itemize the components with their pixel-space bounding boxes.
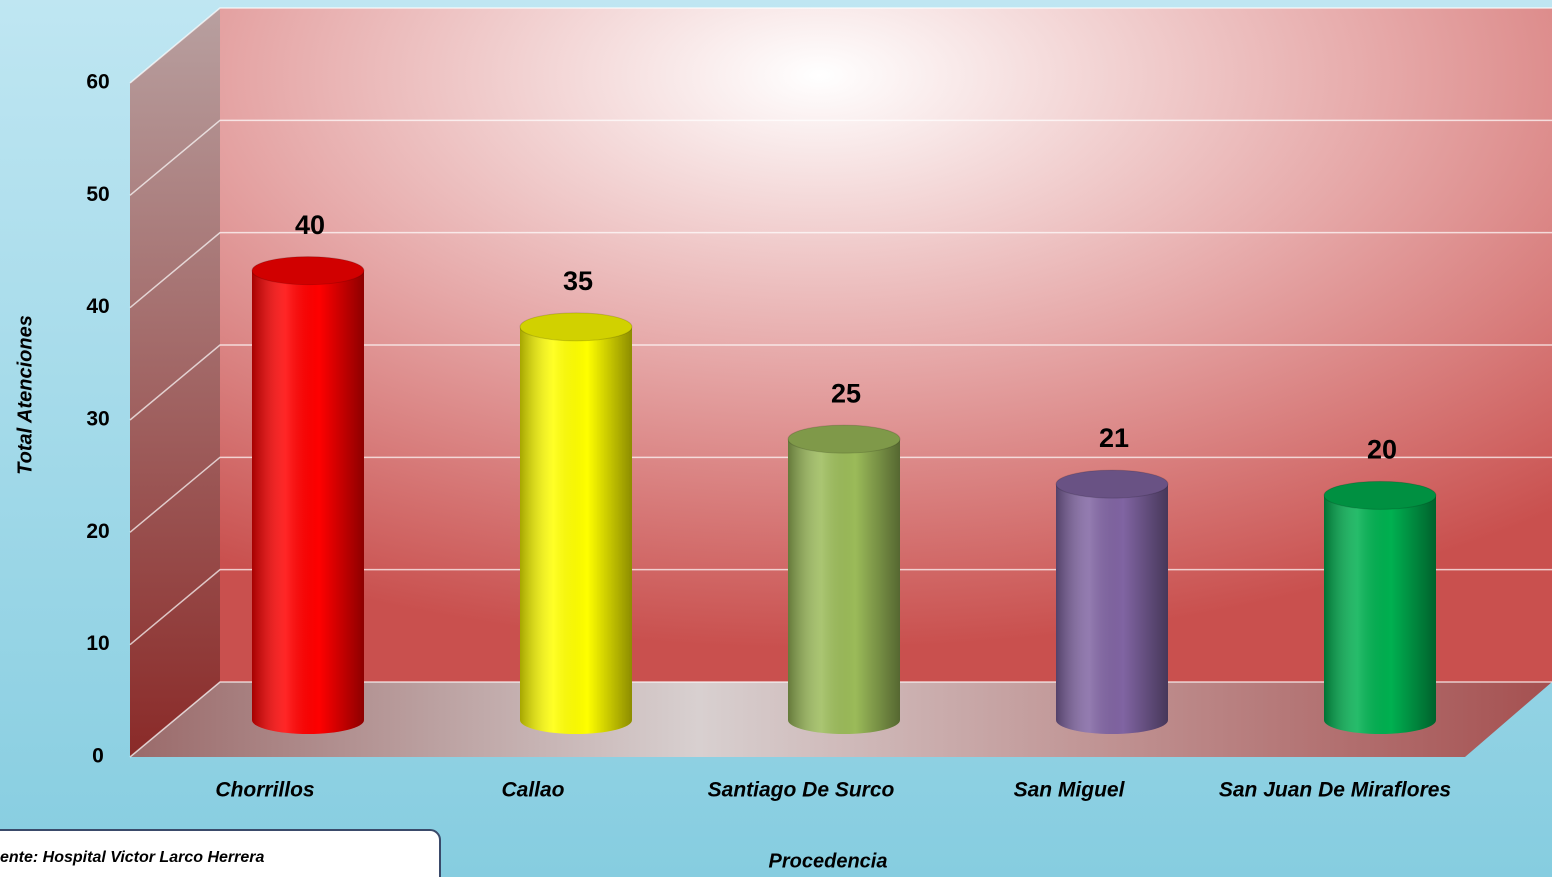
y-tick-label: 0 (92, 745, 104, 768)
bar-top (519, 312, 633, 342)
bar-shading (1056, 484, 1168, 734)
bars: 40 35 25 21 20 (251, 210, 1437, 734)
bar-top (251, 256, 365, 286)
y-tick-label: 30 (86, 408, 109, 431)
grid-line (129, 456, 1552, 533)
y-tick-label: 40 (86, 295, 109, 318)
data-label: 21 (1099, 423, 1129, 453)
bar-top-shade (1324, 481, 1436, 510)
y-axis-title: Total Atenciones (14, 315, 36, 475)
bar-top-shade (520, 312, 632, 341)
x-tick-label: Chorrillos (215, 779, 314, 802)
bar-top-shade (252, 256, 364, 285)
y-tick-label: 20 (86, 520, 109, 543)
y-tick-label: 50 (86, 183, 109, 206)
bar-top (1055, 469, 1169, 499)
data-label: 35 (563, 266, 593, 296)
bar-shading (788, 439, 900, 734)
grid-line (129, 7, 1552, 84)
data-label: 40 (295, 210, 325, 240)
bar-shading (1324, 495, 1436, 734)
grid-line (129, 344, 1552, 421)
bar-top (1323, 480, 1437, 510)
bar-shading (252, 270, 364, 734)
bar-shading (520, 326, 632, 734)
x-tick-label: Santiago De Surco (708, 779, 895, 802)
grid-line (129, 231, 1552, 309)
bar-top (787, 424, 901, 454)
y-tick-label: 60 (86, 71, 109, 94)
grid-line (129, 119, 1552, 196)
data-label: 25 (831, 378, 861, 408)
bar-top-shade (788, 425, 900, 454)
source-box (0, 829, 441, 877)
x-tick-label: San Juan De Miraflores (1219, 779, 1451, 802)
x-axis-title: Procedencia (769, 850, 888, 872)
y-tick-label: 10 (86, 632, 109, 655)
bar-top-shade (1056, 470, 1168, 499)
x-tick-label: San Miguel (1014, 779, 1126, 802)
data-label: 20 (1367, 434, 1397, 464)
source-text: ente: Hospital Victor Larco Herrera (0, 849, 264, 866)
x-tick-label: Callao (501, 779, 564, 802)
